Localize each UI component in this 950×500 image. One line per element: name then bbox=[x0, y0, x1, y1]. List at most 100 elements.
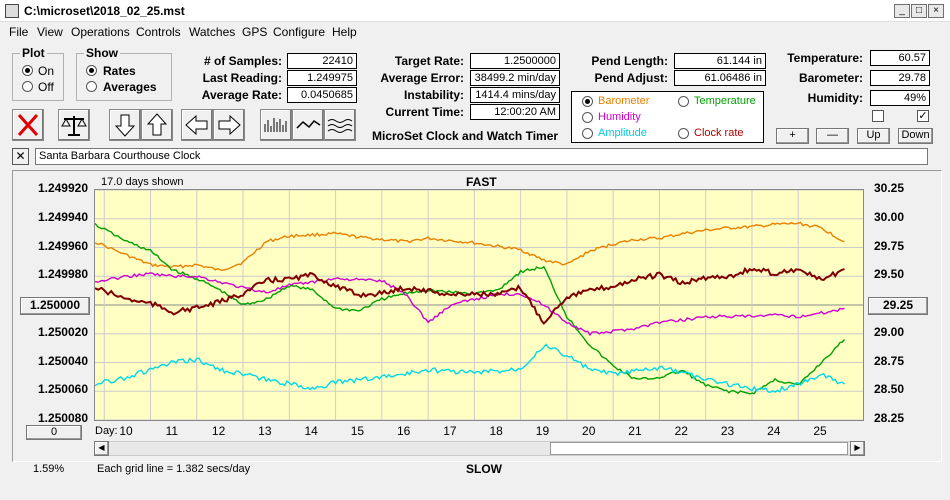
menu-watches[interactable]: Watches bbox=[189, 25, 236, 39]
y-left-tick: 1.249980 bbox=[37, 267, 88, 282]
x-tick: 24 bbox=[767, 424, 781, 438]
barometer-label: Barometer: bbox=[798, 71, 863, 85]
average-rate-value: 0.0450685 bbox=[287, 87, 357, 103]
minimize-button[interactable]: _ bbox=[894, 4, 910, 18]
close-window-button[interactable]: × bbox=[928, 4, 944, 18]
x-tick: 17 bbox=[443, 424, 457, 438]
temperature-value: 60.57 bbox=[870, 50, 930, 66]
menu-gps[interactable]: GPS bbox=[242, 25, 268, 39]
x-tick: 14 bbox=[304, 424, 318, 438]
scroll-right-arrow[interactable]: ▶ bbox=[850, 441, 865, 456]
menu-view[interactable]: View bbox=[37, 25, 63, 39]
scroll-left-button[interactable] bbox=[181, 109, 213, 141]
temperature-label: Temperature: bbox=[787, 51, 863, 65]
fast-label: FAST bbox=[466, 175, 497, 189]
overlay-amplitude-label: Amplitude bbox=[598, 127, 647, 139]
show-rates-radio[interactable] bbox=[86, 65, 97, 76]
menu-configure[interactable]: Configure bbox=[273, 25, 326, 39]
right-arrow-icon bbox=[218, 114, 241, 136]
x-tick: 12 bbox=[211, 424, 226, 438]
checkbox-1[interactable] bbox=[872, 110, 884, 122]
scroll-up-button[interactable] bbox=[141, 109, 173, 141]
y-right-tick: 29.00 bbox=[874, 324, 905, 339]
overlay-clock-rate-radio[interactable] bbox=[678, 128, 689, 139]
plot-on-radio[interactable] bbox=[22, 65, 33, 76]
average-error-label: Average Error: bbox=[380, 71, 464, 85]
overlay-barometer-radio[interactable] bbox=[582, 96, 593, 107]
bars-view-button[interactable] bbox=[260, 109, 292, 141]
y-left-tick: 1.249920 bbox=[37, 181, 88, 195]
instability-label: Instability: bbox=[403, 88, 464, 102]
x-tick: 13 bbox=[258, 424, 272, 438]
last-reading-value: 1.249975 bbox=[287, 70, 357, 86]
plot-off-label: Off bbox=[38, 80, 54, 94]
line-view-button[interactable] bbox=[292, 109, 324, 141]
right-axis-button[interactable]: 29.25 bbox=[868, 297, 928, 315]
minus-button[interactable]: — bbox=[816, 128, 849, 144]
day-axis-label: Day: bbox=[95, 425, 118, 437]
balance-button[interactable] bbox=[58, 109, 90, 141]
menu-file[interactable]: File bbox=[9, 25, 29, 39]
scroll-down-button[interactable] bbox=[109, 109, 141, 141]
scroll-right-button[interactable] bbox=[213, 109, 245, 141]
y-left-tick: 1.250040 bbox=[37, 353, 88, 368]
x-tick: 19 bbox=[535, 424, 550, 438]
chart-frame bbox=[12, 170, 942, 462]
last-reading-label: Last Reading: bbox=[202, 71, 282, 85]
overlay-humidity-label: Humidity bbox=[598, 111, 641, 123]
zero-button[interactable]: 0 bbox=[26, 425, 82, 440]
barometer-value: 29.78 bbox=[870, 70, 930, 86]
pend-adjust-label: Pend Adjust: bbox=[594, 71, 668, 85]
menu-help[interactable]: Help bbox=[332, 25, 357, 39]
y-right-tick: 30.00 bbox=[874, 209, 905, 224]
menu-controls[interactable]: Controls bbox=[136, 25, 181, 39]
maximize-button[interactable]: □ bbox=[911, 4, 927, 18]
humidity-value: 49% bbox=[870, 90, 930, 106]
app-icon bbox=[5, 4, 19, 18]
scroll-left-arrow[interactable]: ◀ bbox=[94, 441, 109, 456]
checkbox-2[interactable]: ✓ bbox=[917, 110, 929, 122]
average-error-value: 38499.2 min/day bbox=[470, 70, 560, 86]
target-rate-label: Target Rate: bbox=[394, 54, 464, 68]
down-button[interactable]: Down bbox=[898, 128, 933, 144]
up-arrow-icon bbox=[146, 113, 168, 136]
x-tick: 16 bbox=[396, 424, 411, 438]
x-tick: 18 bbox=[489, 424, 503, 438]
y-left-tick: 1.249940 bbox=[37, 209, 88, 224]
samples-label: # of Samples: bbox=[203, 54, 282, 68]
overlay-amplitude-radio[interactable] bbox=[582, 128, 593, 139]
plot-off-radio[interactable] bbox=[22, 81, 33, 92]
current-time-value: 12:00:20 AM bbox=[470, 104, 560, 120]
x-tick: 25 bbox=[813, 424, 827, 438]
overlay-humidity-radio[interactable] bbox=[582, 112, 593, 123]
pend-adjust-value: 61.06486 in bbox=[674, 70, 766, 86]
show-averages-label: Averages bbox=[103, 80, 157, 94]
menu-operations[interactable]: Operations bbox=[71, 25, 130, 39]
show-averages-radio[interactable] bbox=[86, 81, 97, 92]
scrollbar-thumb[interactable] bbox=[550, 442, 848, 455]
show-rates-label: Rates bbox=[103, 64, 136, 78]
y-right-tick: 29.50 bbox=[874, 267, 905, 282]
slow-label: SLOW bbox=[466, 462, 502, 476]
wave-view-button[interactable] bbox=[324, 109, 356, 141]
description-field[interactable]: Santa Barbara Courthouse Clock bbox=[35, 148, 928, 165]
center-rate-button[interactable]: 1.250000 bbox=[20, 297, 90, 315]
x-tick: 22 bbox=[674, 424, 688, 438]
y-right-tick: 28.50 bbox=[874, 382, 905, 397]
series-amplitude bbox=[95, 343, 845, 393]
clear-button[interactable] bbox=[12, 109, 44, 141]
x-tick: 21 bbox=[628, 424, 642, 438]
overlay-barometer-label: Barometer bbox=[598, 95, 650, 107]
series-barometer bbox=[95, 221, 845, 272]
overlay-temperature-radio[interactable] bbox=[678, 96, 689, 107]
percent-label: 1.59% bbox=[33, 463, 65, 475]
x-tick: 10 bbox=[119, 424, 133, 438]
y-left-tick: 1.250060 bbox=[37, 382, 88, 397]
plot-area bbox=[94, 189, 864, 421]
close-description-button[interactable]: ✕ bbox=[12, 148, 29, 165]
chart-svg bbox=[95, 190, 863, 420]
plus-button[interactable]: + bbox=[776, 128, 809, 144]
up-button[interactable]: Up bbox=[857, 128, 890, 144]
pend-length-label: Pend Length: bbox=[591, 54, 668, 68]
line-graph-icon bbox=[296, 120, 321, 129]
